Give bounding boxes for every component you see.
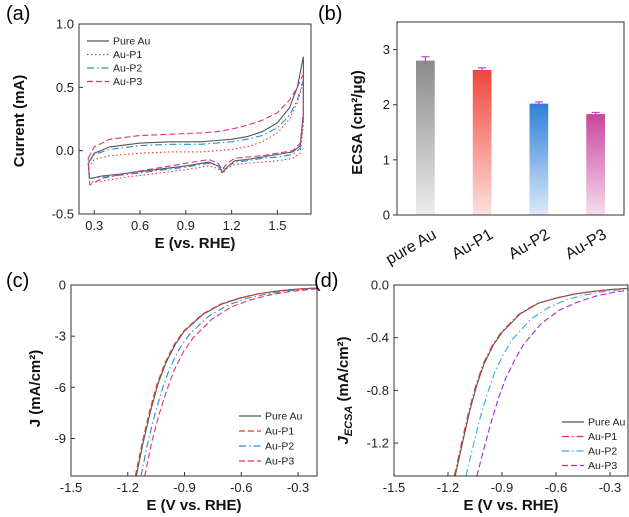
- panel-b-ytick-label: 1: [383, 152, 390, 167]
- panel-d: (d) -1.5 -1.2 -0.9 -0.6 -0.3 0.0 -0.4 -0.8 -1.2 E…: [314, 270, 629, 514]
- panel-label-b: (b): [318, 3, 342, 25]
- panel-c-ylabel: J (mA/cm²): [27, 350, 44, 428]
- panel-d-ytick-label: -1.2: [367, 436, 389, 451]
- panel-c-legend-entry: Pure Au: [265, 411, 303, 423]
- panel-a-legend-entry: Au-P3: [113, 76, 142, 88]
- panel-d-plot: -1.5 -1.2 -0.9 -0.6 -0.3 0.0 -0.4 -0.8 -1.2 E (V …: [335, 278, 629, 514]
- panel-d-frame: [393, 284, 629, 477]
- panel-d-xtick-label: -0.6: [545, 480, 567, 495]
- category-label: Au-P2: [506, 226, 553, 263]
- panel-a-xtick-label: 1.5: [268, 218, 286, 233]
- panel-b: (b) pure Au Au-P1 Au-P2 Au-P3 0 1 2 3 ECSA (cm²/…: [318, 3, 625, 268]
- panel-c-xtick-label: -0.9: [173, 480, 195, 495]
- panel-label-d: (d): [314, 270, 338, 292]
- panel-d-xtick-label: -1.5: [383, 480, 405, 495]
- panel-a-legend-entry: Au-P1: [113, 49, 142, 61]
- panel-label-c: (c): [6, 270, 29, 292]
- ecsa-bar: [586, 114, 605, 215]
- panel-b-plot: pure Au Au-P1 Au-P2 Au-P3 0 1 2 3 ECSA (cm²/μg): [349, 21, 625, 268]
- panel-a-xlabel: E (vs. RHE): [155, 235, 236, 252]
- panel-d-xlabel: E (V vs. RHE): [463, 497, 558, 514]
- category-label: pure Au: [383, 226, 439, 268]
- panel-c-legend-entry: Au-P1: [265, 426, 294, 438]
- category-label: Au-P1: [449, 226, 496, 263]
- panel-d-xtick-label: -0.3: [599, 480, 621, 495]
- panel-a-xtick-label: 0.9: [177, 218, 195, 233]
- panel-a: (a) 0.3 0.6 0.9 1.2 1.5 -0.5 0.0 0.5 1.0 E (vs. R…: [6, 3, 312, 252]
- panel-c-legend-entry: Au-P2: [265, 441, 294, 453]
- panel-d-ytick-label: 0.0: [371, 278, 389, 293]
- lsv-curve: [134, 287, 317, 476]
- panel-c-frame: [70, 284, 318, 477]
- panel-a-ytick-label: -0.5: [52, 207, 74, 222]
- panel-b-ylabel: ECSA (cm²/μg): [349, 70, 366, 174]
- panel-b-frame: [396, 21, 625, 216]
- panel-c-legend-entry: Au-P3: [265, 456, 294, 468]
- panel-d-legend-entry: Au-P2: [588, 446, 617, 458]
- panel-b-ytick-label: 2: [383, 97, 390, 112]
- panel-a-legend-entry: Au-P2: [113, 63, 142, 75]
- panel-a-ytick-label: 0.0: [56, 143, 74, 158]
- lsv-curve: [465, 288, 628, 476]
- ecsa-bar: [416, 60, 435, 215]
- ecsa-bar: [529, 103, 549, 215]
- panel-d-ytick-label: -0.4: [367, 330, 389, 345]
- panel-c: (c) -1.5 -1.2 -0.9 -0.6 -0.3 0 -3 -6 -9 E (V vs. …: [6, 270, 318, 514]
- category-label: Au-P3: [563, 226, 610, 263]
- cv-curve: [87, 72, 304, 186]
- panel-a-legend-entry: Pure Au: [113, 36, 151, 48]
- lsv-curve: [453, 287, 628, 476]
- panel-a-xtick-label: 0.3: [85, 218, 103, 233]
- panel-a-xtick-label: 0.6: [131, 218, 149, 233]
- panel-d-ylabel: JECSA (mA/cm²): [335, 336, 355, 444]
- panel-d-legend-entry: Pure Au: [588, 417, 626, 429]
- panel-a-xtick-label: 1.2: [223, 218, 241, 233]
- panel-d-xtick-label: -1.2: [437, 480, 459, 495]
- panel-c-xtick-label: -0.3: [287, 480, 309, 495]
- panel-c-xtick-label: -1.2: [117, 480, 139, 495]
- ecsa-bar: [472, 69, 492, 215]
- panel-d-xtick-label: -0.9: [491, 480, 513, 495]
- panel-c-ytick-label: 0: [59, 278, 66, 293]
- panel-c-ytick-label: -9: [54, 431, 66, 446]
- panel-a-frame: [78, 23, 312, 215]
- panel-b-ytick-label: 0: [383, 208, 390, 223]
- panel-label-a: (a): [6, 3, 30, 25]
- lsv-curve: [476, 289, 628, 476]
- lsv-curve: [140, 287, 317, 476]
- panel-c-ytick-label: -3: [54, 329, 66, 344]
- panel-d-legend-entry: Au-P3: [588, 460, 617, 472]
- panel-a-ytick-label: 0.5: [56, 80, 74, 95]
- panel-a-ytick-label: 1.0: [56, 17, 74, 32]
- panel-d-ytick-label: -0.8: [367, 383, 389, 398]
- panel-c-ytick-label: -6: [54, 380, 66, 395]
- panel-c-plot: -1.5 -1.2 -0.9 -0.6 -0.3 0 -3 -6 -9 E (V vs. RHE)…: [27, 278, 318, 514]
- panel-c-xtick-label: -1.5: [60, 480, 82, 495]
- panel-b-ytick-label: 3: [383, 42, 390, 57]
- panel-a-plot: 0.3 0.6 0.9 1.2 1.5 -0.5 0.0 0.5 1.0 E (vs. RHE) C…: [11, 17, 312, 252]
- panel-d-legend-entry: Au-P1: [588, 431, 617, 443]
- panel-a-ylabel: Current (mA): [11, 75, 28, 168]
- cv-curve: [87, 79, 304, 180]
- panel-c-xtick-label: -0.6: [230, 480, 252, 495]
- panel-c-xlabel: E (V vs. RHE): [146, 497, 241, 514]
- lsv-curve: [144, 288, 317, 476]
